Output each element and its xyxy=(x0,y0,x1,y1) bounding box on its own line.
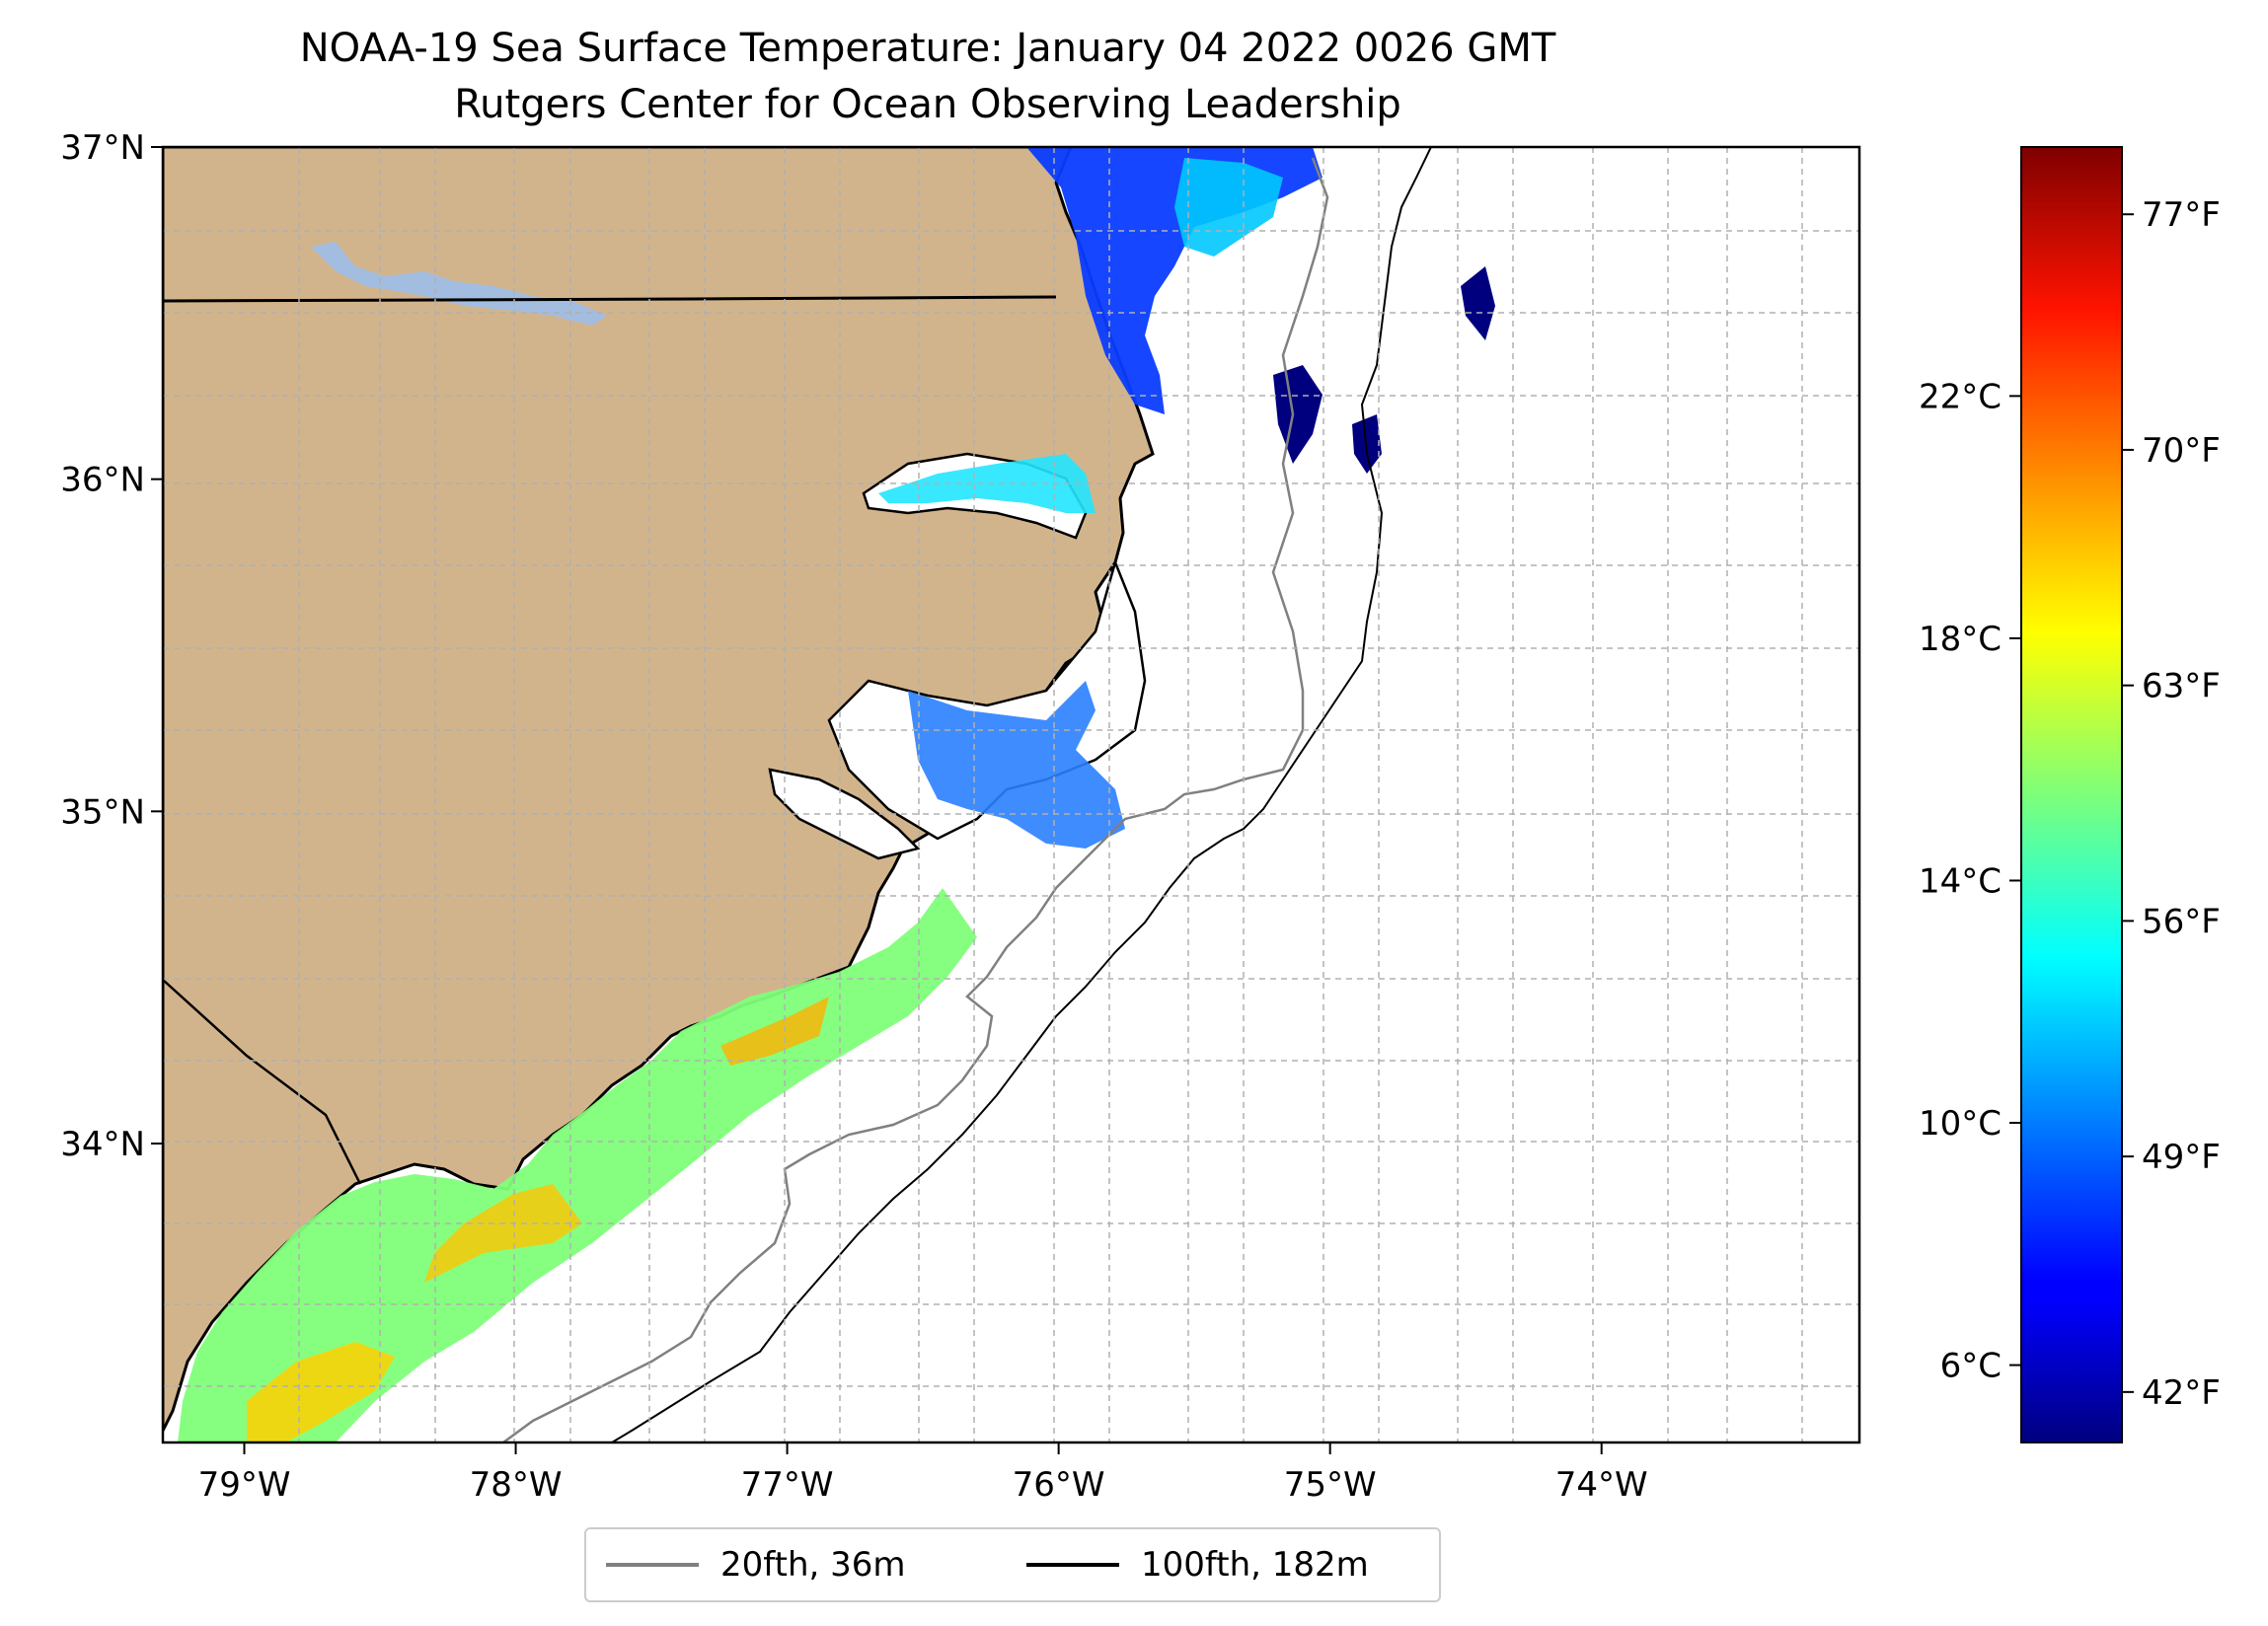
map-frame xyxy=(161,145,1861,1444)
va-nc-border xyxy=(163,295,1057,303)
colorbar-c-label: 22°C xyxy=(1919,377,2002,416)
legend-label-20fth: 20fth, 36m xyxy=(720,1545,906,1585)
lon-tick-group: 79°W 78°W 77°W 76°W 75°W 74°W xyxy=(198,1442,1648,1505)
legend-item-20fth: 20fth, 36m xyxy=(606,1529,906,1600)
colorbar-f-label: 49°F xyxy=(2142,1138,2221,1177)
sst-pamlico-water xyxy=(908,681,1125,849)
sst-warm-core-2 xyxy=(424,1184,582,1283)
lat-tick-label: 36°N xyxy=(60,461,145,500)
nc-sc-border xyxy=(163,979,362,1185)
sst-warm-core-1 xyxy=(247,1342,395,1442)
colorbar-c-label: 14°C xyxy=(1919,861,2002,901)
lat-tick-label: 37°N xyxy=(60,128,145,168)
colorbar-c-label: 18°C xyxy=(1919,620,2002,659)
lon-tick-label: 78°W xyxy=(470,1465,563,1505)
sst-cold-patch-east xyxy=(1461,266,1495,340)
lat-tick-group: 37°N 36°N 35°N 34°N xyxy=(60,128,163,1164)
contour-legend: 20fth, 36m 100fth, 182m xyxy=(584,1527,1441,1602)
lat-tick-label: 35°N xyxy=(60,792,145,832)
colorbar-f-label: 70°F xyxy=(2142,431,2221,471)
colorbar-f-label: 42°F xyxy=(2142,1373,2221,1413)
contour-100fth xyxy=(611,147,1432,1442)
colorbar xyxy=(2020,146,2123,1443)
sst-northern-cold-band xyxy=(1026,147,1323,414)
map-subtitle: Rutgers Center for Ocean Observing Leade… xyxy=(454,82,1401,127)
map-gridlines xyxy=(163,147,1859,1442)
legend-swatch-20fth xyxy=(606,1563,699,1567)
sst-northern-cyan-band xyxy=(1174,158,1283,257)
lon-tick-label: 77°W xyxy=(741,1465,834,1505)
lon-tick-label: 79°W xyxy=(198,1465,291,1505)
lon-tick-label: 76°W xyxy=(1013,1465,1105,1505)
legend-swatch-100fth xyxy=(1026,1563,1119,1567)
contour-20fth xyxy=(502,157,1329,1442)
lon-tick-label: 74°W xyxy=(1555,1465,1648,1505)
colorbar-f-label: 77°F xyxy=(2142,195,2221,235)
sst-albemarle-water xyxy=(878,454,1096,513)
lat-tick-label: 34°N xyxy=(60,1125,145,1164)
colorbar-f-label: 56°F xyxy=(2142,902,2221,941)
map-title: NOAA-19 Sea Surface Temperature: January… xyxy=(299,26,1556,71)
kerr-lake xyxy=(311,242,607,326)
colorbar-c-label: 10°C xyxy=(1919,1104,2002,1144)
colorbar-f-label: 63°F xyxy=(2142,667,2221,706)
legend-label-100fth: 100fth, 182m xyxy=(1141,1545,1369,1585)
colorbar-c-label: 6°C xyxy=(1940,1347,2002,1386)
sst-warm-core-3 xyxy=(720,997,829,1066)
neuse-river xyxy=(768,768,921,860)
colorbar-ticks: 77°F 70°F 63°F 56°F 49°F 42°F 22°C 18°C 14°C 10°C… xyxy=(1919,195,2221,1413)
lon-tick-label: 75°W xyxy=(1284,1465,1377,1505)
legend-item-100fth: 100fth, 182m xyxy=(1026,1529,1369,1600)
sst-cold-patch-mid xyxy=(1273,365,1323,464)
